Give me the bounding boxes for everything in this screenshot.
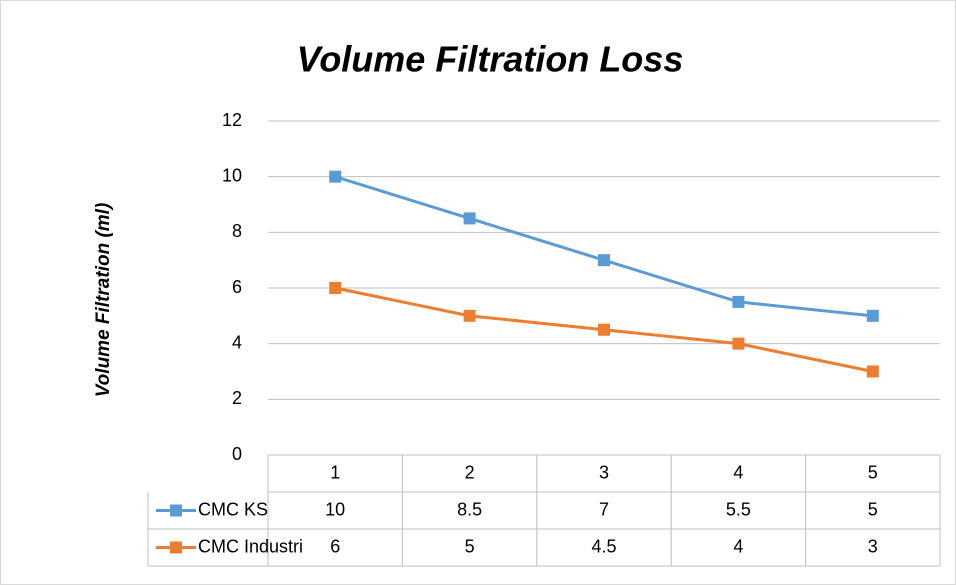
marker: [598, 323, 610, 336]
table-value: 7: [599, 499, 609, 519]
legend-marker: [170, 504, 182, 517]
marker: [732, 337, 745, 350]
legend-label: CMC Industri: [198, 536, 303, 556]
y-tick-label: 10: [222, 165, 242, 185]
legend-marker: [170, 541, 182, 554]
x-tick-label: 5: [868, 462, 878, 482]
y-tick-label: 8: [232, 221, 242, 241]
marker: [866, 365, 879, 378]
marker: [463, 309, 476, 322]
y-axis-label: Volume Filtration (ml): [93, 203, 114, 398]
x-tick-label: 2: [465, 462, 475, 482]
table-value: 3: [868, 536, 878, 556]
marker: [463, 212, 476, 225]
y-tick-label: 6: [232, 277, 242, 297]
y-tick-label: 2: [232, 388, 242, 408]
marker: [329, 170, 342, 183]
table-value: 4.5: [591, 536, 616, 556]
x-tick-label: 4: [733, 462, 743, 482]
legend-label: CMC KS: [198, 499, 268, 519]
table-value: 8.5: [457, 499, 482, 519]
marker: [866, 309, 879, 322]
marker: [732, 295, 745, 308]
marker: [598, 254, 610, 267]
table-value: 5: [465, 536, 475, 556]
y-tick-label: 0: [232, 444, 242, 464]
table-value: 6: [330, 536, 340, 556]
x-tick-label: 3: [599, 462, 609, 482]
table-value: 5.5: [726, 499, 751, 519]
y-tick-label: 12: [222, 110, 242, 130]
table-value: 5: [868, 499, 878, 519]
x-tick-label: 1: [330, 462, 340, 482]
chart-title: Volume Filtration Loss: [297, 39, 684, 80]
y-tick-label: 4: [232, 332, 242, 352]
table-value: 10: [325, 499, 345, 519]
table-value: 4: [733, 536, 743, 556]
marker: [329, 282, 342, 294]
